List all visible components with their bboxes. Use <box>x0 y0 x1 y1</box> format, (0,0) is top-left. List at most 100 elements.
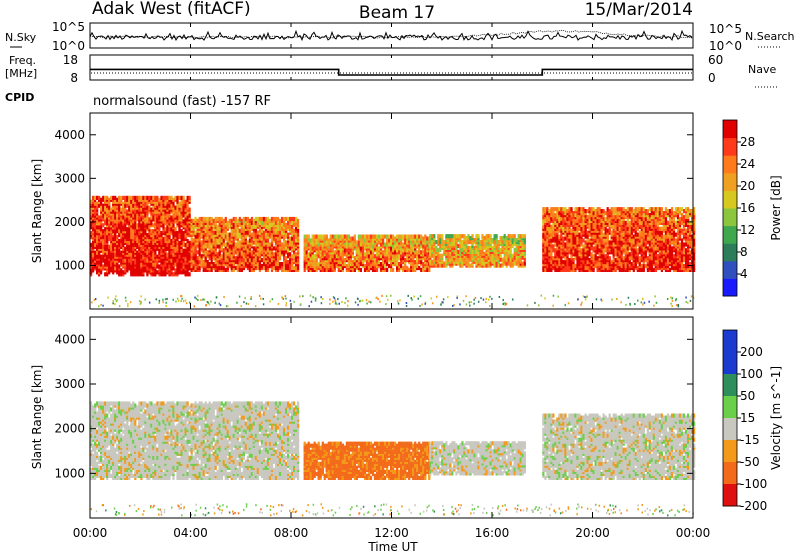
scatter-cell <box>414 260 417 265</box>
scatter-cell <box>242 224 245 229</box>
scatter-cell <box>491 238 494 243</box>
cpid-program: normalsound (fast) -157 RF <box>93 94 271 109</box>
scatter-cell <box>238 240 241 245</box>
scatter-cell <box>287 248 290 253</box>
scatter-cell <box>90 231 93 236</box>
scatter-cell <box>552 248 555 253</box>
scatter-cell <box>398 250 401 255</box>
scatter-cell <box>574 256 577 261</box>
scatter-cell <box>114 252 117 257</box>
scatter-cell <box>246 240 249 245</box>
scatter-cell <box>295 252 298 257</box>
scatter-cell <box>437 234 440 239</box>
scatter-cell <box>236 234 239 239</box>
scatter-cell <box>254 224 257 229</box>
scatter-cell <box>602 258 605 263</box>
scatter-cell <box>521 234 524 239</box>
scatter-cell <box>278 256 282 261</box>
scatter-cell <box>568 262 571 267</box>
scatter-cell <box>256 216 259 222</box>
scatter-cell <box>598 224 601 229</box>
scatter-cell <box>124 258 127 263</box>
scatter-cell <box>357 240 360 245</box>
beam-title: Beam 17 <box>359 3 435 23</box>
scatter-cell <box>505 255 508 260</box>
scatter-cell <box>184 242 187 247</box>
scatter-cell <box>303 263 306 269</box>
scatter-cell <box>216 252 219 257</box>
scatter-cell <box>172 201 175 206</box>
scatter-cell <box>598 218 601 223</box>
scatter-cell <box>582 207 585 212</box>
scatter-cell <box>371 234 375 239</box>
scatter-cell <box>106 250 109 255</box>
scatter-cell <box>305 250 308 255</box>
scatter-cell <box>424 246 427 251</box>
scatter-cell <box>283 260 286 265</box>
scatter-cell <box>333 242 336 247</box>
scatter-cell <box>224 242 227 247</box>
scatter-cell <box>384 242 387 247</box>
scatter-cell <box>580 222 583 227</box>
scatter-cell <box>572 258 575 263</box>
scatter-cell <box>272 246 276 251</box>
scatter-cell <box>377 260 381 265</box>
scatter-cell <box>371 265 375 271</box>
scatter-cell <box>499 263 502 268</box>
scatter-cell <box>218 260 221 265</box>
scatter-cell <box>584 240 587 245</box>
scatter-cell <box>457 249 460 254</box>
scatter-cell <box>426 236 429 241</box>
scatter-cell <box>252 263 255 269</box>
scatter-cell <box>392 267 395 272</box>
scatter-cell <box>511 253 514 258</box>
scatter-cell <box>566 222 569 227</box>
scatter-cell <box>435 255 438 260</box>
scatter-cell <box>382 240 385 245</box>
scatter-cell <box>495 234 498 239</box>
scatter-cell <box>100 242 103 247</box>
scatter-cell <box>548 226 551 231</box>
scatter-cell <box>244 230 247 235</box>
scatter-cell <box>114 260 117 265</box>
scatter-cell <box>572 211 575 216</box>
scatter-cell <box>447 234 450 239</box>
scatter-cell <box>325 262 328 267</box>
scatter-cell <box>216 262 219 267</box>
scatter-cell <box>126 195 129 200</box>
scatter-cell <box>206 228 209 233</box>
scatter-cell <box>483 251 486 256</box>
scatter-cell <box>180 238 183 244</box>
scatter-cell <box>408 244 411 249</box>
scatter-cell <box>602 222 605 227</box>
scatter-cell <box>398 234 401 239</box>
scatter-cell <box>283 228 286 233</box>
scatter-cell <box>572 234 575 239</box>
scatter-cell <box>116 266 119 271</box>
scatter-cell <box>206 224 209 229</box>
scatter-cell <box>590 252 593 257</box>
scatter-cell <box>396 254 399 259</box>
scatter-cell <box>104 252 107 257</box>
scatter-cell <box>102 264 105 269</box>
scatter-cell <box>252 246 255 251</box>
scatter-cell <box>260 240 264 245</box>
scatter-cell <box>285 260 288 265</box>
scatter-cell <box>384 234 387 239</box>
scatter-cell <box>124 268 127 273</box>
scatter-cell <box>402 242 405 247</box>
nave-right-tick-bottom: 0 <box>708 71 716 85</box>
scatter-cell <box>162 242 165 247</box>
scatter-cell <box>214 230 217 235</box>
scatter-cell <box>554 216 557 222</box>
scatter-cell <box>122 211 125 216</box>
scatter-cell <box>102 238 105 244</box>
scatter-cell <box>363 252 367 257</box>
scatter-cell <box>102 244 105 249</box>
cpid-label: CPID <box>5 91 34 104</box>
scatter-cell <box>594 234 597 239</box>
scatter-cell <box>214 216 217 222</box>
scatter-cell <box>394 244 397 249</box>
scatter-cell <box>116 244 119 249</box>
scatter-cell <box>499 247 502 252</box>
